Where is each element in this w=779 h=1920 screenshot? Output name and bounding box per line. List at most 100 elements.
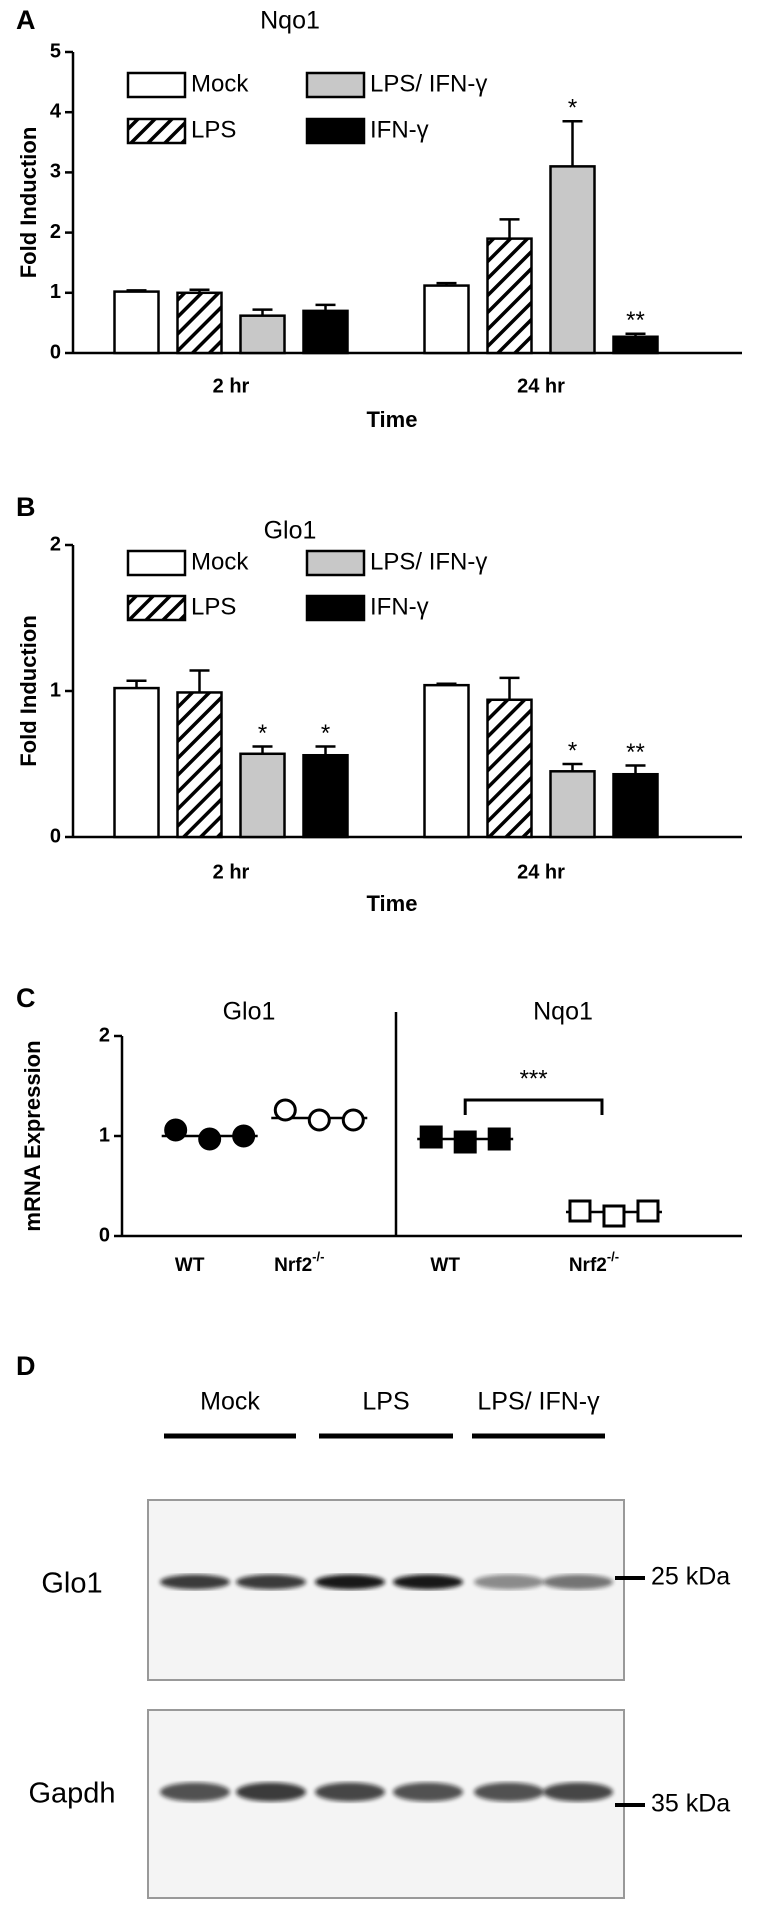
band [543, 1574, 613, 1590]
blot-label: Glo1 [41, 1568, 102, 1600]
point [273, 1098, 297, 1122]
band [474, 1782, 544, 1802]
bar [549, 165, 596, 355]
lane-group-label: LPS [362, 1388, 409, 1416]
lane-group-label: LPS/ IFN-γ [477, 1388, 600, 1416]
point [568, 1199, 592, 1223]
bar [176, 291, 223, 355]
legend-swatch [126, 594, 187, 622]
chart-title: Glo1 [264, 517, 317, 545]
point [602, 1204, 626, 1228]
bar [302, 309, 349, 355]
band [474, 1574, 544, 1590]
x-tick-label: WT [175, 1255, 205, 1276]
blot-label: Gapdh [28, 1778, 115, 1810]
band [393, 1574, 463, 1590]
significance-mark: * [258, 720, 267, 747]
x-tick-superscript: -/- [607, 1249, 619, 1264]
band [315, 1574, 385, 1590]
point [636, 1199, 660, 1223]
point [453, 1130, 477, 1154]
significance-mark: *** [520, 1065, 548, 1092]
band [160, 1782, 230, 1802]
significance-bracket [463, 1098, 604, 1115]
bar [176, 691, 223, 839]
x-tick-label: Nrf2-/- [274, 1249, 324, 1276]
legend-label: LPS [191, 593, 236, 620]
lane-group-label: Mock [200, 1388, 260, 1416]
legend-swatch [126, 117, 187, 145]
legend-label: Mock [191, 70, 249, 97]
legend-label: Mock [191, 548, 249, 575]
legend-swatch [305, 549, 366, 577]
legend-swatch [126, 549, 187, 577]
y-tick-label: 5 [50, 40, 61, 62]
panel-letter: D [16, 1351, 36, 1381]
x-tick-superscript: -/- [312, 1249, 324, 1264]
legend-swatch [126, 71, 187, 99]
bar [486, 237, 533, 355]
x-tick-label: 2 hr [213, 861, 250, 883]
bar [423, 284, 470, 355]
band [543, 1782, 613, 1802]
panel-letter: C [16, 983, 36, 1013]
x-tick-base: Nrf2 [274, 1255, 312, 1276]
x-tick-label: WT [430, 1255, 460, 1276]
bar [612, 335, 659, 355]
significance-mark: * [321, 720, 330, 747]
band [315, 1782, 385, 1802]
bar [239, 752, 286, 839]
bar [302, 753, 349, 839]
x-axis-label: Time [367, 891, 418, 916]
significance-mark: * [568, 95, 577, 122]
bar [239, 314, 286, 355]
legend-label: LPS [191, 116, 236, 143]
y-tick-label: 0 [50, 341, 61, 363]
x-axis-label: Time [367, 407, 418, 432]
group-title: Glo1 [223, 998, 276, 1026]
y-tick-label: 1 [50, 281, 61, 303]
y-axis-label: Fold Induction [16, 127, 41, 279]
significance-mark: * [568, 737, 577, 764]
point [341, 1108, 365, 1132]
bar [612, 772, 659, 839]
point [232, 1124, 256, 1148]
legend-label: IFN-γ [370, 593, 429, 620]
y-tick-label: 1 [50, 679, 61, 701]
bar [113, 686, 160, 839]
point [164, 1118, 188, 1142]
blot-frame [147, 1499, 625, 1681]
y-tick-label: 0 [99, 1224, 110, 1246]
y-axis-label: Fold Induction [16, 615, 41, 767]
legend-swatch [305, 117, 366, 145]
panel-letter: B [16, 492, 36, 522]
legend-label: IFN-γ [370, 116, 429, 143]
bar [549, 770, 596, 839]
y-tick-label: 2 [50, 221, 61, 243]
y-tick-label: 2 [99, 1024, 110, 1046]
legend-swatch [305, 594, 366, 622]
x-tick-label: 24 hr [517, 861, 565, 883]
bar [486, 698, 533, 839]
size-marker-label: 35 kDa [651, 1790, 730, 1818]
significance-mark: ** [626, 739, 645, 766]
point [419, 1125, 443, 1149]
legend-swatch [305, 71, 366, 99]
y-tick-label: 0 [50, 825, 61, 847]
band [393, 1782, 463, 1802]
size-marker-label: 25 kDa [651, 1563, 730, 1591]
x-tick-label: 24 hr [517, 375, 565, 397]
point [198, 1127, 222, 1151]
significance-mark: ** [626, 307, 645, 334]
y-tick-label: 2 [50, 533, 61, 555]
band [160, 1574, 230, 1590]
x-tick-label: Nrf2-/- [569, 1249, 619, 1276]
blot-frame [147, 1709, 625, 1899]
point [487, 1127, 511, 1151]
group-title: Nqo1 [533, 998, 593, 1026]
y-tick-label: 1 [99, 1124, 110, 1146]
band [236, 1574, 306, 1590]
chart-title: Nqo1 [260, 7, 320, 35]
x-tick-label: 2 hr [213, 375, 250, 397]
